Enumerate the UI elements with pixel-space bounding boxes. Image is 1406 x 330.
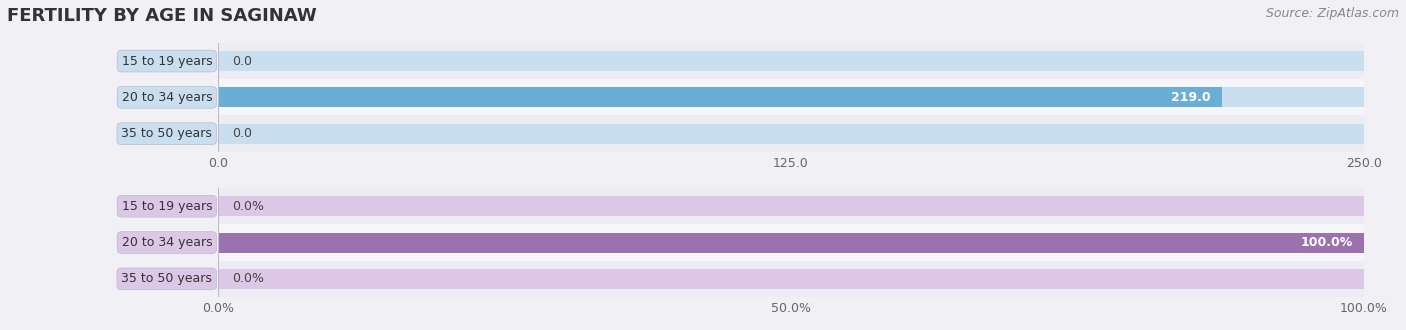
- Bar: [218, 224, 1364, 261]
- Text: FERTILITY BY AGE IN SAGINAW: FERTILITY BY AGE IN SAGINAW: [7, 7, 316, 25]
- Bar: [218, 269, 1364, 289]
- Bar: [218, 43, 1364, 79]
- Bar: [218, 233, 1364, 252]
- Text: 0.0%: 0.0%: [232, 272, 264, 285]
- Text: 219.0: 219.0: [1171, 91, 1211, 104]
- Bar: [218, 124, 1364, 144]
- Text: 0.0: 0.0: [232, 127, 252, 140]
- Bar: [218, 233, 1364, 252]
- Bar: [218, 261, 1364, 297]
- Bar: [218, 79, 1364, 116]
- Bar: [218, 188, 1364, 224]
- Text: 15 to 19 years: 15 to 19 years: [121, 200, 212, 213]
- Text: 0.0%: 0.0%: [232, 200, 264, 213]
- Text: 0.0: 0.0: [232, 54, 252, 68]
- Bar: [218, 196, 1364, 216]
- Bar: [218, 115, 1364, 152]
- Text: 20 to 34 years: 20 to 34 years: [121, 91, 212, 104]
- Text: 35 to 50 years: 35 to 50 years: [121, 272, 212, 285]
- Bar: [218, 51, 1364, 71]
- Text: 20 to 34 years: 20 to 34 years: [121, 236, 212, 249]
- Text: 15 to 19 years: 15 to 19 years: [121, 54, 212, 68]
- Bar: [218, 87, 1222, 107]
- Text: Source: ZipAtlas.com: Source: ZipAtlas.com: [1265, 7, 1399, 19]
- Bar: [218, 87, 1364, 107]
- Text: 100.0%: 100.0%: [1301, 236, 1353, 249]
- Text: 35 to 50 years: 35 to 50 years: [121, 127, 212, 140]
